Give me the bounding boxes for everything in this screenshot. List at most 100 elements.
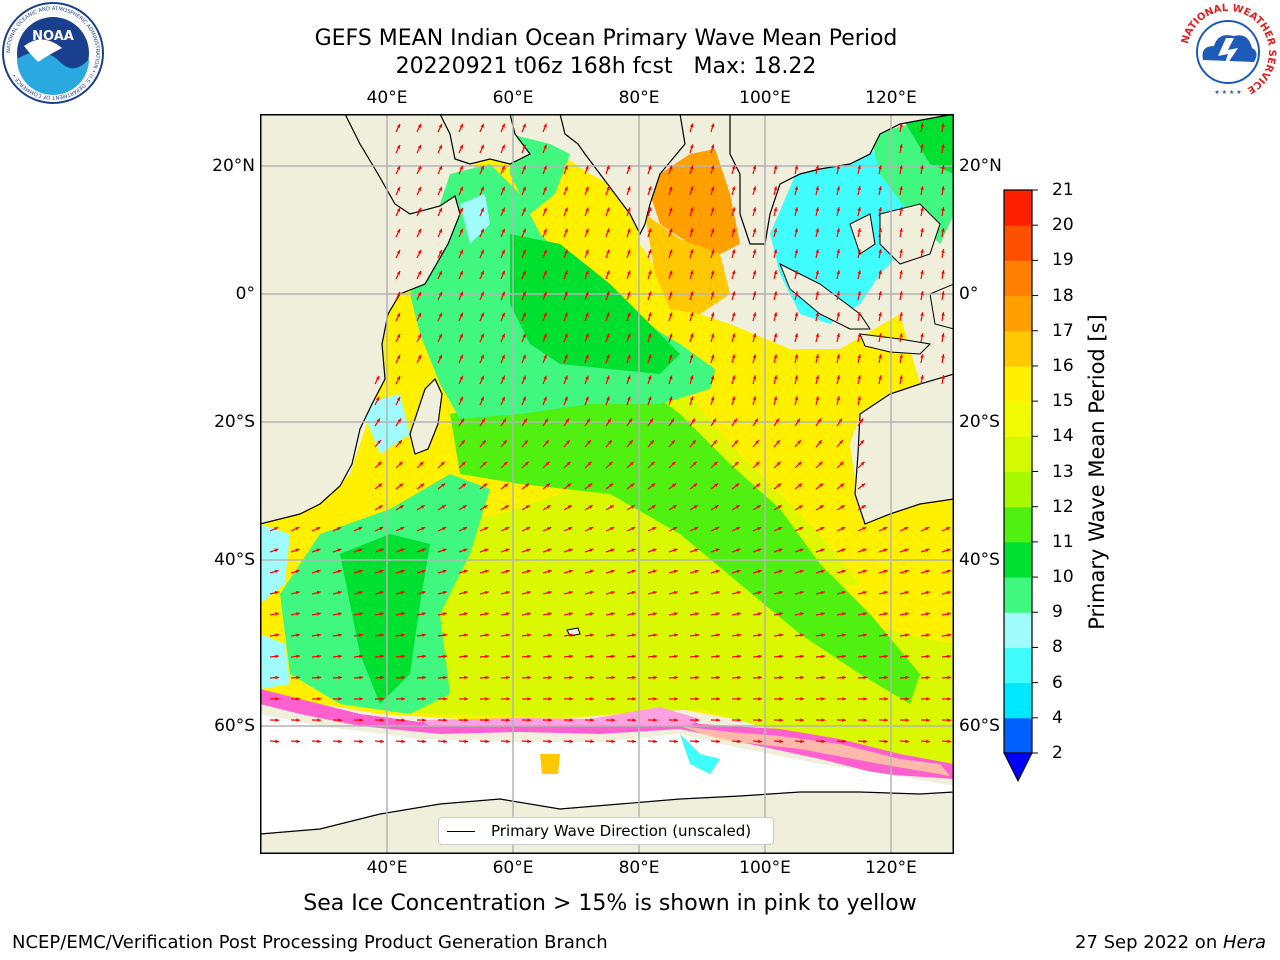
wave-arrow-head: [651, 505, 656, 509]
wave-arrow-head: [715, 548, 720, 552]
wave-arrow-head: [757, 548, 762, 552]
wave-arrow-head: [505, 527, 510, 531]
wave-arrow-head: [438, 207, 442, 212]
wave-arrow-head: [631, 548, 636, 552]
wave-arrow-head: [691, 418, 695, 423]
wave-arrow-head: [522, 144, 526, 149]
wave-arrow-head: [836, 228, 840, 233]
wave-arrow-head: [778, 590, 783, 595]
lon-tick-bottom-80: 80°E: [618, 858, 660, 878]
wave-arrow-head: [674, 612, 678, 616]
wave-arrow-head: [627, 249, 631, 254]
wave-arrow-head: [484, 548, 489, 552]
wave-arrow-head: [569, 697, 573, 701]
wave-arrow-head: [569, 718, 573, 722]
wave-arrow-head: [838, 418, 842, 423]
colorbar-tick-label: 11: [1052, 531, 1074, 552]
wave-arrow-head: [926, 739, 930, 744]
colorbar-tick-label: 19: [1052, 250, 1074, 271]
wave-arrow-head: [710, 333, 715, 338]
wave-arrow-head: [731, 375, 736, 380]
wave-arrow-head: [358, 527, 363, 531]
wave-arrow-head: [543, 312, 547, 317]
wave-arrow-head: [736, 527, 741, 531]
wave-arrow-head: [756, 483, 761, 488]
wave-arrow-head: [836, 312, 840, 317]
wave-arrow-head: [734, 440, 738, 444]
wave-arrow-head: [438, 228, 442, 233]
wave-arrow-head: [417, 144, 421, 149]
wave-arrow-head: [543, 291, 547, 296]
wave-arrow-head: [878, 333, 882, 338]
wave-arrow-head: [737, 654, 741, 659]
lon-tick-top-120: 120°E: [865, 88, 917, 108]
wave-arrow-head: [463, 590, 468, 595]
wave-arrow-head: [480, 186, 484, 191]
wave-arrow-head: [695, 697, 699, 701]
wave-arrow-head: [692, 440, 696, 444]
wave-arrow-head: [884, 633, 888, 637]
wave-arrow-head: [480, 207, 484, 212]
wave-arrow-head: [564, 291, 568, 296]
wave-arrow-head: [905, 612, 909, 616]
wave-arrow-head: [565, 418, 569, 423]
wave-arrow-head: [669, 375, 673, 380]
wave-arrow-head: [713, 440, 717, 444]
wave-arrow-head: [399, 483, 404, 488]
wave-arrow-head: [731, 354, 736, 359]
wave-arrow-head: [585, 249, 589, 254]
wave-arrow-head: [731, 165, 736, 170]
wave-arrow-head: [714, 505, 719, 509]
lon-tick-top-80: 80°E: [618, 88, 660, 108]
wave-arrow-head: [480, 396, 484, 401]
wave-arrow-head: [396, 312, 400, 317]
wave-arrow-head: [501, 207, 505, 212]
wave-arrow-head: [375, 397, 380, 401]
lat-tick-left-20n: 20°N: [212, 156, 255, 176]
wave-arrow-head: [438, 123, 442, 128]
wave-arrow-head: [631, 569, 636, 574]
wave-arrow-head: [947, 675, 951, 680]
wave-arrow-head: [884, 675, 888, 680]
wave-arrow-head: [441, 505, 446, 509]
wave-arrow-head: [920, 375, 924, 379]
wave-arrow-head: [941, 144, 945, 148]
wave-arrow-head: [712, 418, 716, 423]
wave-arrow-head: [778, 569, 783, 574]
wave-arrow-head: [440, 461, 445, 466]
wave-arrow-head: [815, 249, 820, 254]
wave-arrow-head: [863, 675, 867, 680]
wave-arrow-head: [861, 483, 866, 488]
wave-arrow-head: [752, 270, 757, 275]
wave-arrow-head: [863, 654, 867, 659]
colorbar-label: Primary Wave Mean Period [s]: [1085, 314, 1109, 630]
wave-arrow-head: [904, 590, 909, 595]
wave-arrow-head: [589, 590, 594, 595]
wave-arrow-head: [480, 165, 484, 170]
wave-arrow-head: [779, 675, 783, 680]
wave-arrow-head: [773, 375, 778, 380]
wave-arrow-head: [506, 739, 510, 744]
wave-arrow-head: [878, 207, 882, 212]
wave-arrow-head: [794, 354, 799, 359]
wave-arrow-head: [920, 312, 924, 316]
wave-arrow-head: [421, 569, 426, 574]
wave-arrow-head: [716, 718, 720, 722]
wave-arrow-head: [522, 333, 526, 338]
wave-arrow-head: [543, 249, 547, 254]
wave-arrow-head: [442, 527, 447, 531]
wave-arrow-head: [673, 590, 678, 595]
wave-arrow-head: [648, 375, 652, 380]
wave-arrow-head: [422, 633, 426, 637]
footer-host: Hera: [1222, 932, 1266, 953]
wave-arrow-head: [819, 505, 824, 509]
wave-arrow-head: [671, 461, 676, 466]
wave-arrow-head: [459, 291, 463, 296]
wave-arrow-head: [627, 312, 631, 317]
wave-arrow-head: [899, 228, 903, 232]
wave-arrow-head: [296, 633, 300, 637]
wave-arrow-head: [443, 654, 447, 659]
wave-arrow-head: [863, 633, 867, 637]
wave-arrow-head: [566, 461, 571, 466]
colorbar: [1003, 189, 1038, 783]
